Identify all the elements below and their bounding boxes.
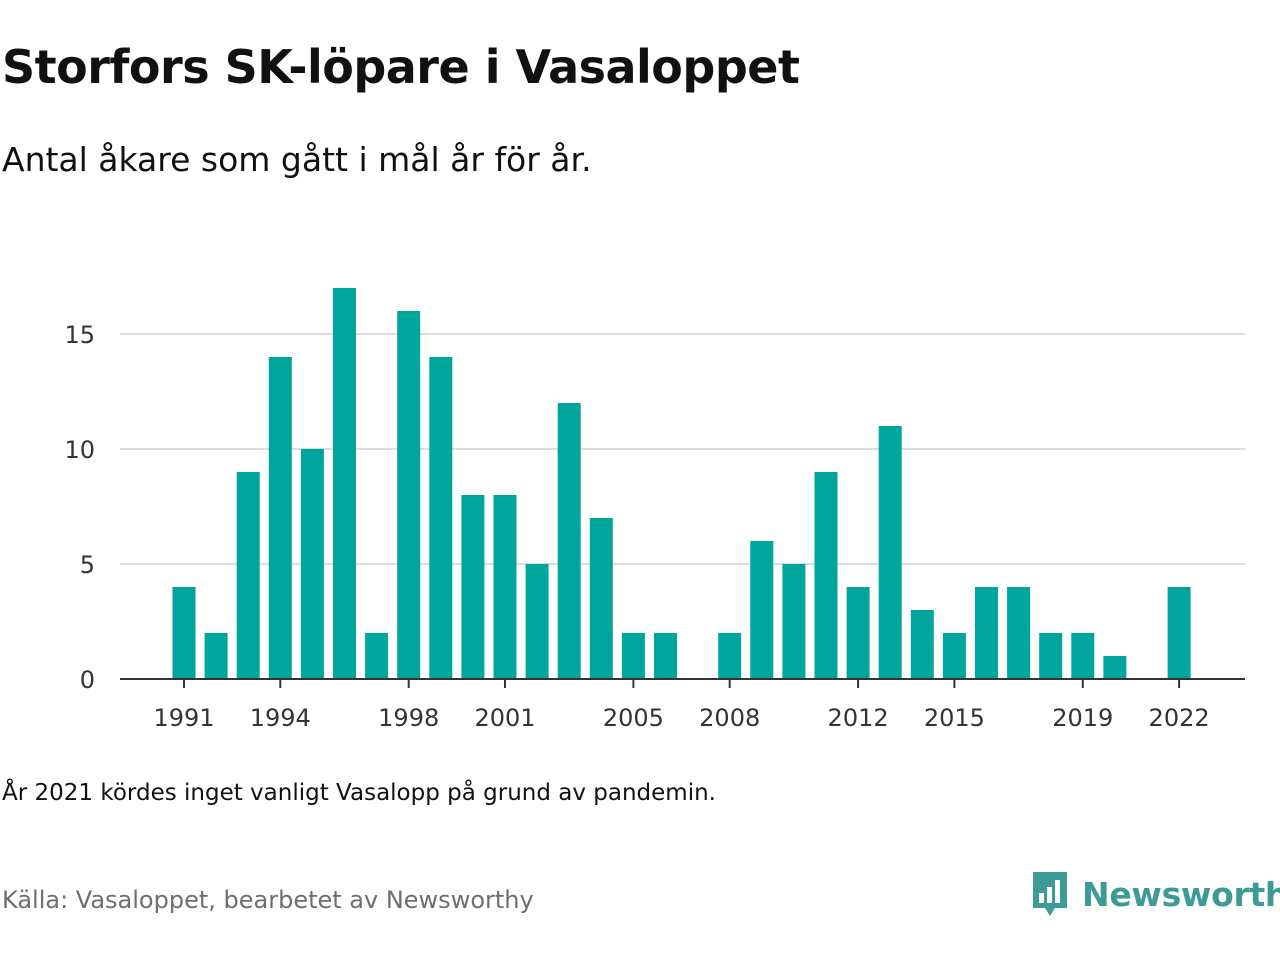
y-tick-label: 0 <box>80 666 95 694</box>
bar <box>814 472 838 679</box>
bar <box>975 587 998 679</box>
bar-chart: 0 5 10 15 1991 1994 1998 2001 2005 2008 2012 2015 20… <box>64 288 1245 732</box>
x-tick-label: 1991 <box>153 704 214 732</box>
bar <box>236 472 260 679</box>
bar <box>718 633 742 679</box>
bar <box>172 587 196 679</box>
bar <box>1103 656 1127 679</box>
x-tick-label: 2005 <box>603 704 664 732</box>
bar <box>1039 633 1063 679</box>
source-credit: Källa: Vasaloppet, bearbetet av Newswort… <box>2 886 534 914</box>
x-tick-label: 2022 <box>1149 704 1210 732</box>
bar <box>878 426 902 679</box>
y-tick-label: 5 <box>80 551 95 579</box>
bar <box>525 564 549 679</box>
bar <box>1167 587 1191 679</box>
chart-title: Storfors SK-löpare i Vasaloppet <box>2 40 800 94</box>
bar <box>654 633 677 679</box>
bar <box>300 449 324 679</box>
x-tick-label: 2015 <box>924 704 985 732</box>
bar <box>557 403 581 679</box>
bar <box>204 633 228 679</box>
bar <box>365 633 389 679</box>
x-tick-label: 1998 <box>378 704 439 732</box>
bar <box>942 633 966 679</box>
x-tick-label: 1994 <box>250 704 311 732</box>
y-tick-label: 10 <box>64 436 95 464</box>
bar <box>429 357 453 679</box>
bar <box>589 518 613 679</box>
bar <box>268 357 292 679</box>
bar <box>782 564 806 679</box>
bar <box>461 495 485 679</box>
bar <box>1007 587 1031 679</box>
bar <box>333 288 356 679</box>
bar <box>910 610 934 679</box>
bar <box>621 633 645 679</box>
brand-name: Newsworthy <box>1082 874 1280 914</box>
bar <box>397 311 421 679</box>
bar <box>846 587 870 679</box>
x-tick-label: 2012 <box>828 704 889 732</box>
y-tick-label: 15 <box>64 321 95 349</box>
x-tick-label: 2001 <box>474 704 535 732</box>
chart-subtitle: Antal åkare som gått i mål år för år. <box>2 140 592 179</box>
brand-logo: Newsworthy <box>1030 868 1280 920</box>
chart-note: År 2021 kördes inget vanligt Vasalopp på… <box>2 780 716 806</box>
newsworthy-logo-icon <box>1033 872 1067 916</box>
bar <box>493 495 517 679</box>
bar <box>1071 633 1095 679</box>
x-tick-label: 2008 <box>699 704 760 732</box>
bar <box>750 541 774 679</box>
x-tick-label: 2019 <box>1052 704 1113 732</box>
